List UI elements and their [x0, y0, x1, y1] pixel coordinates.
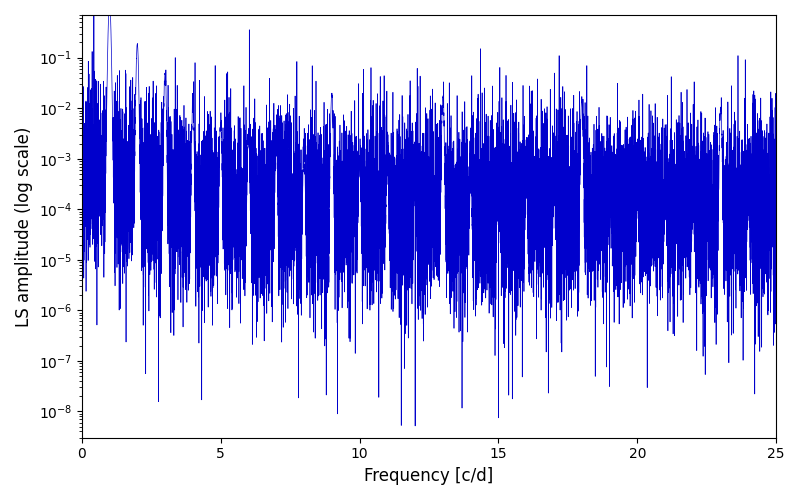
X-axis label: Frequency [c/d]: Frequency [c/d]	[364, 467, 494, 485]
Y-axis label: LS amplitude (log scale): LS amplitude (log scale)	[15, 126, 33, 326]
